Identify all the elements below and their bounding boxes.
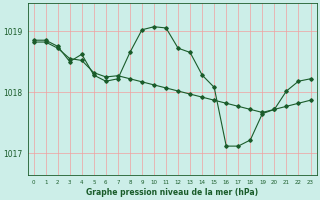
X-axis label: Graphe pression niveau de la mer (hPa): Graphe pression niveau de la mer (hPa) (86, 188, 258, 197)
